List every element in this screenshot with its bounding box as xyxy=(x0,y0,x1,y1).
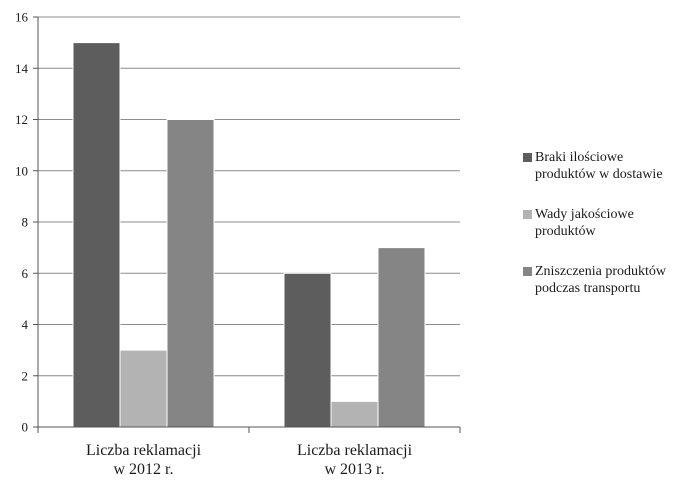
x-category-label: Liczba reklamacji w 2012 r. xyxy=(86,442,202,478)
axes xyxy=(33,16,461,433)
y-tick-label: 6 xyxy=(22,266,29,281)
legend-label-line: Zniszczenia produktów xyxy=(535,264,667,279)
y-tick-label: 8 xyxy=(22,215,29,230)
legend-label-line: podczas transportu xyxy=(535,281,640,296)
legend-label-line: produktów xyxy=(535,224,597,239)
legend-swatch xyxy=(523,210,532,219)
legend-swatch xyxy=(523,267,532,276)
legend-label-line: Braki ilościowe xyxy=(535,150,623,165)
bar-series-0-category-1 xyxy=(283,272,332,428)
x-category-label-line: w 2013 r. xyxy=(325,461,385,478)
legend-swatch xyxy=(523,153,532,162)
legend-label: Zniszczenia produktów podczas transportu xyxy=(535,264,667,296)
legend: Braki ilościowe produktów w dostawie Wady … xyxy=(523,150,667,296)
legend-label-line: produktów w dostawie xyxy=(535,167,663,182)
x-category-label-line: w 2012 r. xyxy=(114,461,174,478)
legend-label: Wady jakościowe produktów xyxy=(535,207,634,239)
y-tick-label: 4 xyxy=(22,317,29,332)
bars xyxy=(72,42,426,428)
y-tick-label: 16 xyxy=(15,10,29,25)
bar-series-2-category-0 xyxy=(166,119,215,428)
x-category-label-line: Liczba reklamacji xyxy=(86,442,202,459)
bar-series-0-category-0 xyxy=(72,42,121,428)
bar-series-2-category-1 xyxy=(377,247,426,428)
y-tick-label: 2 xyxy=(22,368,29,383)
legend-label: Braki ilościowe produktów w dostawie xyxy=(535,150,663,182)
y-tick-label: 14 xyxy=(15,61,29,76)
legend-label-line: Wady jakościowe xyxy=(535,207,634,222)
y-tick-labels: 0 2 4 6 8 10 12 14 16 xyxy=(15,10,29,435)
x-category-labels: Liczba reklamacji w 2012 r.Liczba reklama… xyxy=(86,442,413,478)
bar-series-1-category-0 xyxy=(119,349,168,428)
y-tick-label: 0 xyxy=(22,420,29,435)
x-category-label: Liczba reklamacji w 2013 r. xyxy=(297,442,413,478)
bar-series-1-category-1 xyxy=(330,400,379,428)
y-tick-label: 12 xyxy=(15,112,28,127)
x-category-label-line: Liczba reklamacji xyxy=(297,442,413,459)
y-tick-label: 10 xyxy=(15,163,28,178)
